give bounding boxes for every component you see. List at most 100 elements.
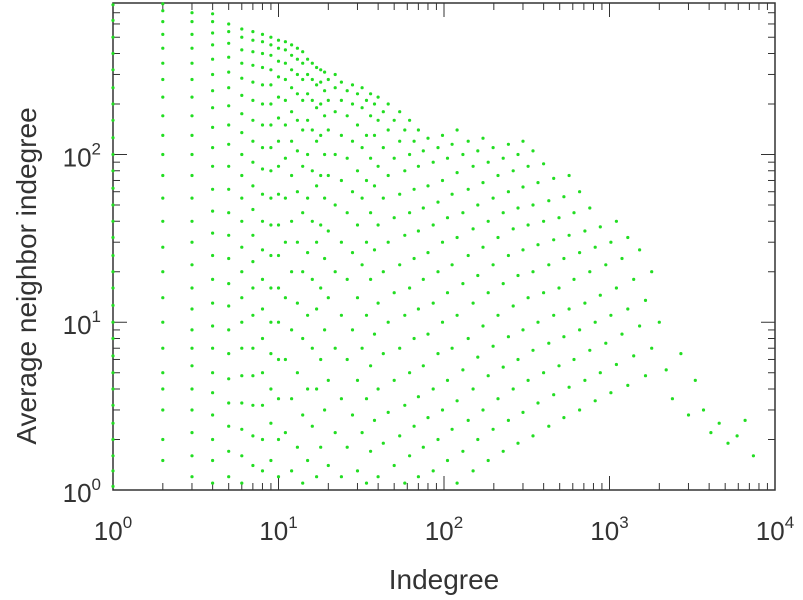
data-point: [403, 313, 407, 317]
data-point: [260, 167, 265, 171]
data-point: [310, 424, 314, 428]
data-point: [283, 296, 287, 300]
data-point: [211, 371, 215, 375]
data-point: [227, 352, 231, 356]
data-point: [476, 273, 480, 278]
data-point: [471, 301, 475, 305]
data-point: [276, 164, 281, 168]
data-point: [481, 245, 485, 249]
data-point: [227, 22, 231, 26]
data-point: [416, 229, 420, 233]
data-point: [161, 77, 165, 82]
data-point: [376, 223, 380, 227]
data-point: [111, 203, 115, 207]
data-point: [295, 92, 299, 96]
data-point: [632, 354, 636, 358]
data-point: [386, 410, 390, 414]
data-point: [276, 397, 281, 401]
data-point: [686, 413, 691, 417]
data-point: [431, 301, 435, 305]
data-point: [440, 408, 445, 412]
data-point: [269, 123, 273, 127]
data-point: [416, 128, 420, 132]
data-point: [421, 149, 425, 153]
data-point: [269, 387, 273, 391]
data-point: [240, 346, 244, 350]
data-point: [609, 240, 613, 244]
data-point: [408, 211, 412, 215]
data-point: [190, 240, 194, 244]
data-point: [506, 190, 510, 194]
data-point: [260, 83, 265, 87]
data-point: [319, 445, 323, 449]
data-point: [161, 95, 165, 99]
data-point: [323, 70, 327, 74]
data-point: [521, 410, 525, 414]
data-point: [326, 128, 330, 132]
data-point: [240, 93, 244, 97]
data-point: [486, 458, 490, 463]
data-point: [392, 291, 396, 295]
data-point: [360, 86, 364, 90]
data-point: [190, 408, 194, 412]
data-point: [111, 286, 115, 290]
data-point: [521, 248, 525, 252]
data-point: [516, 206, 520, 210]
data-point: [161, 320, 165, 324]
data-point: [412, 424, 416, 428]
data-point: [466, 187, 470, 191]
data-point: [345, 277, 349, 281]
data-point: [211, 43, 215, 47]
data-point: [301, 61, 305, 65]
data-point: [251, 50, 255, 54]
data-point: [496, 235, 500, 240]
data-point: [339, 397, 343, 401]
data-point: [376, 95, 380, 99]
data-point: [301, 77, 305, 82]
data-point: [526, 296, 530, 300]
data-point: [260, 40, 265, 44]
data-point: [111, 136, 115, 140]
data-point: [276, 75, 281, 79]
data-point: [111, 102, 115, 106]
data-point: [290, 219, 294, 223]
data-point: [269, 286, 273, 290]
data-point: [315, 83, 319, 87]
data-point: [521, 185, 525, 189]
data-point: [161, 270, 165, 274]
data-point: [227, 256, 231, 261]
data-point: [290, 68, 294, 72]
data-point: [440, 178, 445, 183]
data-point: [466, 139, 470, 143]
data-point: [190, 46, 194, 50]
data-point: [306, 152, 310, 157]
data-point: [350, 102, 355, 106]
data-point: [301, 270, 305, 274]
data-point: [355, 469, 360, 473]
data-point: [412, 336, 416, 341]
data-point: [436, 437, 440, 442]
data-point: [339, 475, 343, 479]
data-point: [735, 434, 739, 438]
data-point: [567, 173, 571, 178]
data-point: [211, 277, 215, 281]
data-point: [323, 114, 327, 118]
data-point: [227, 41, 231, 45]
data-point: [283, 156, 287, 160]
data-point: [381, 146, 385, 150]
data-point: [381, 352, 385, 356]
data-point: [283, 77, 287, 82]
data-point: [471, 164, 475, 168]
data-point: [476, 149, 480, 153]
data-point: [369, 92, 373, 96]
data-point: [240, 173, 244, 178]
data-point: [323, 89, 327, 93]
data-point: [227, 30, 231, 34]
data-point: [227, 424, 231, 428]
data-point: [111, 253, 115, 258]
data-point: [620, 332, 624, 336]
data-point: [333, 152, 337, 157]
data-point: [161, 114, 165, 118]
data-point: [190, 263, 194, 267]
data-point: [319, 133, 323, 137]
